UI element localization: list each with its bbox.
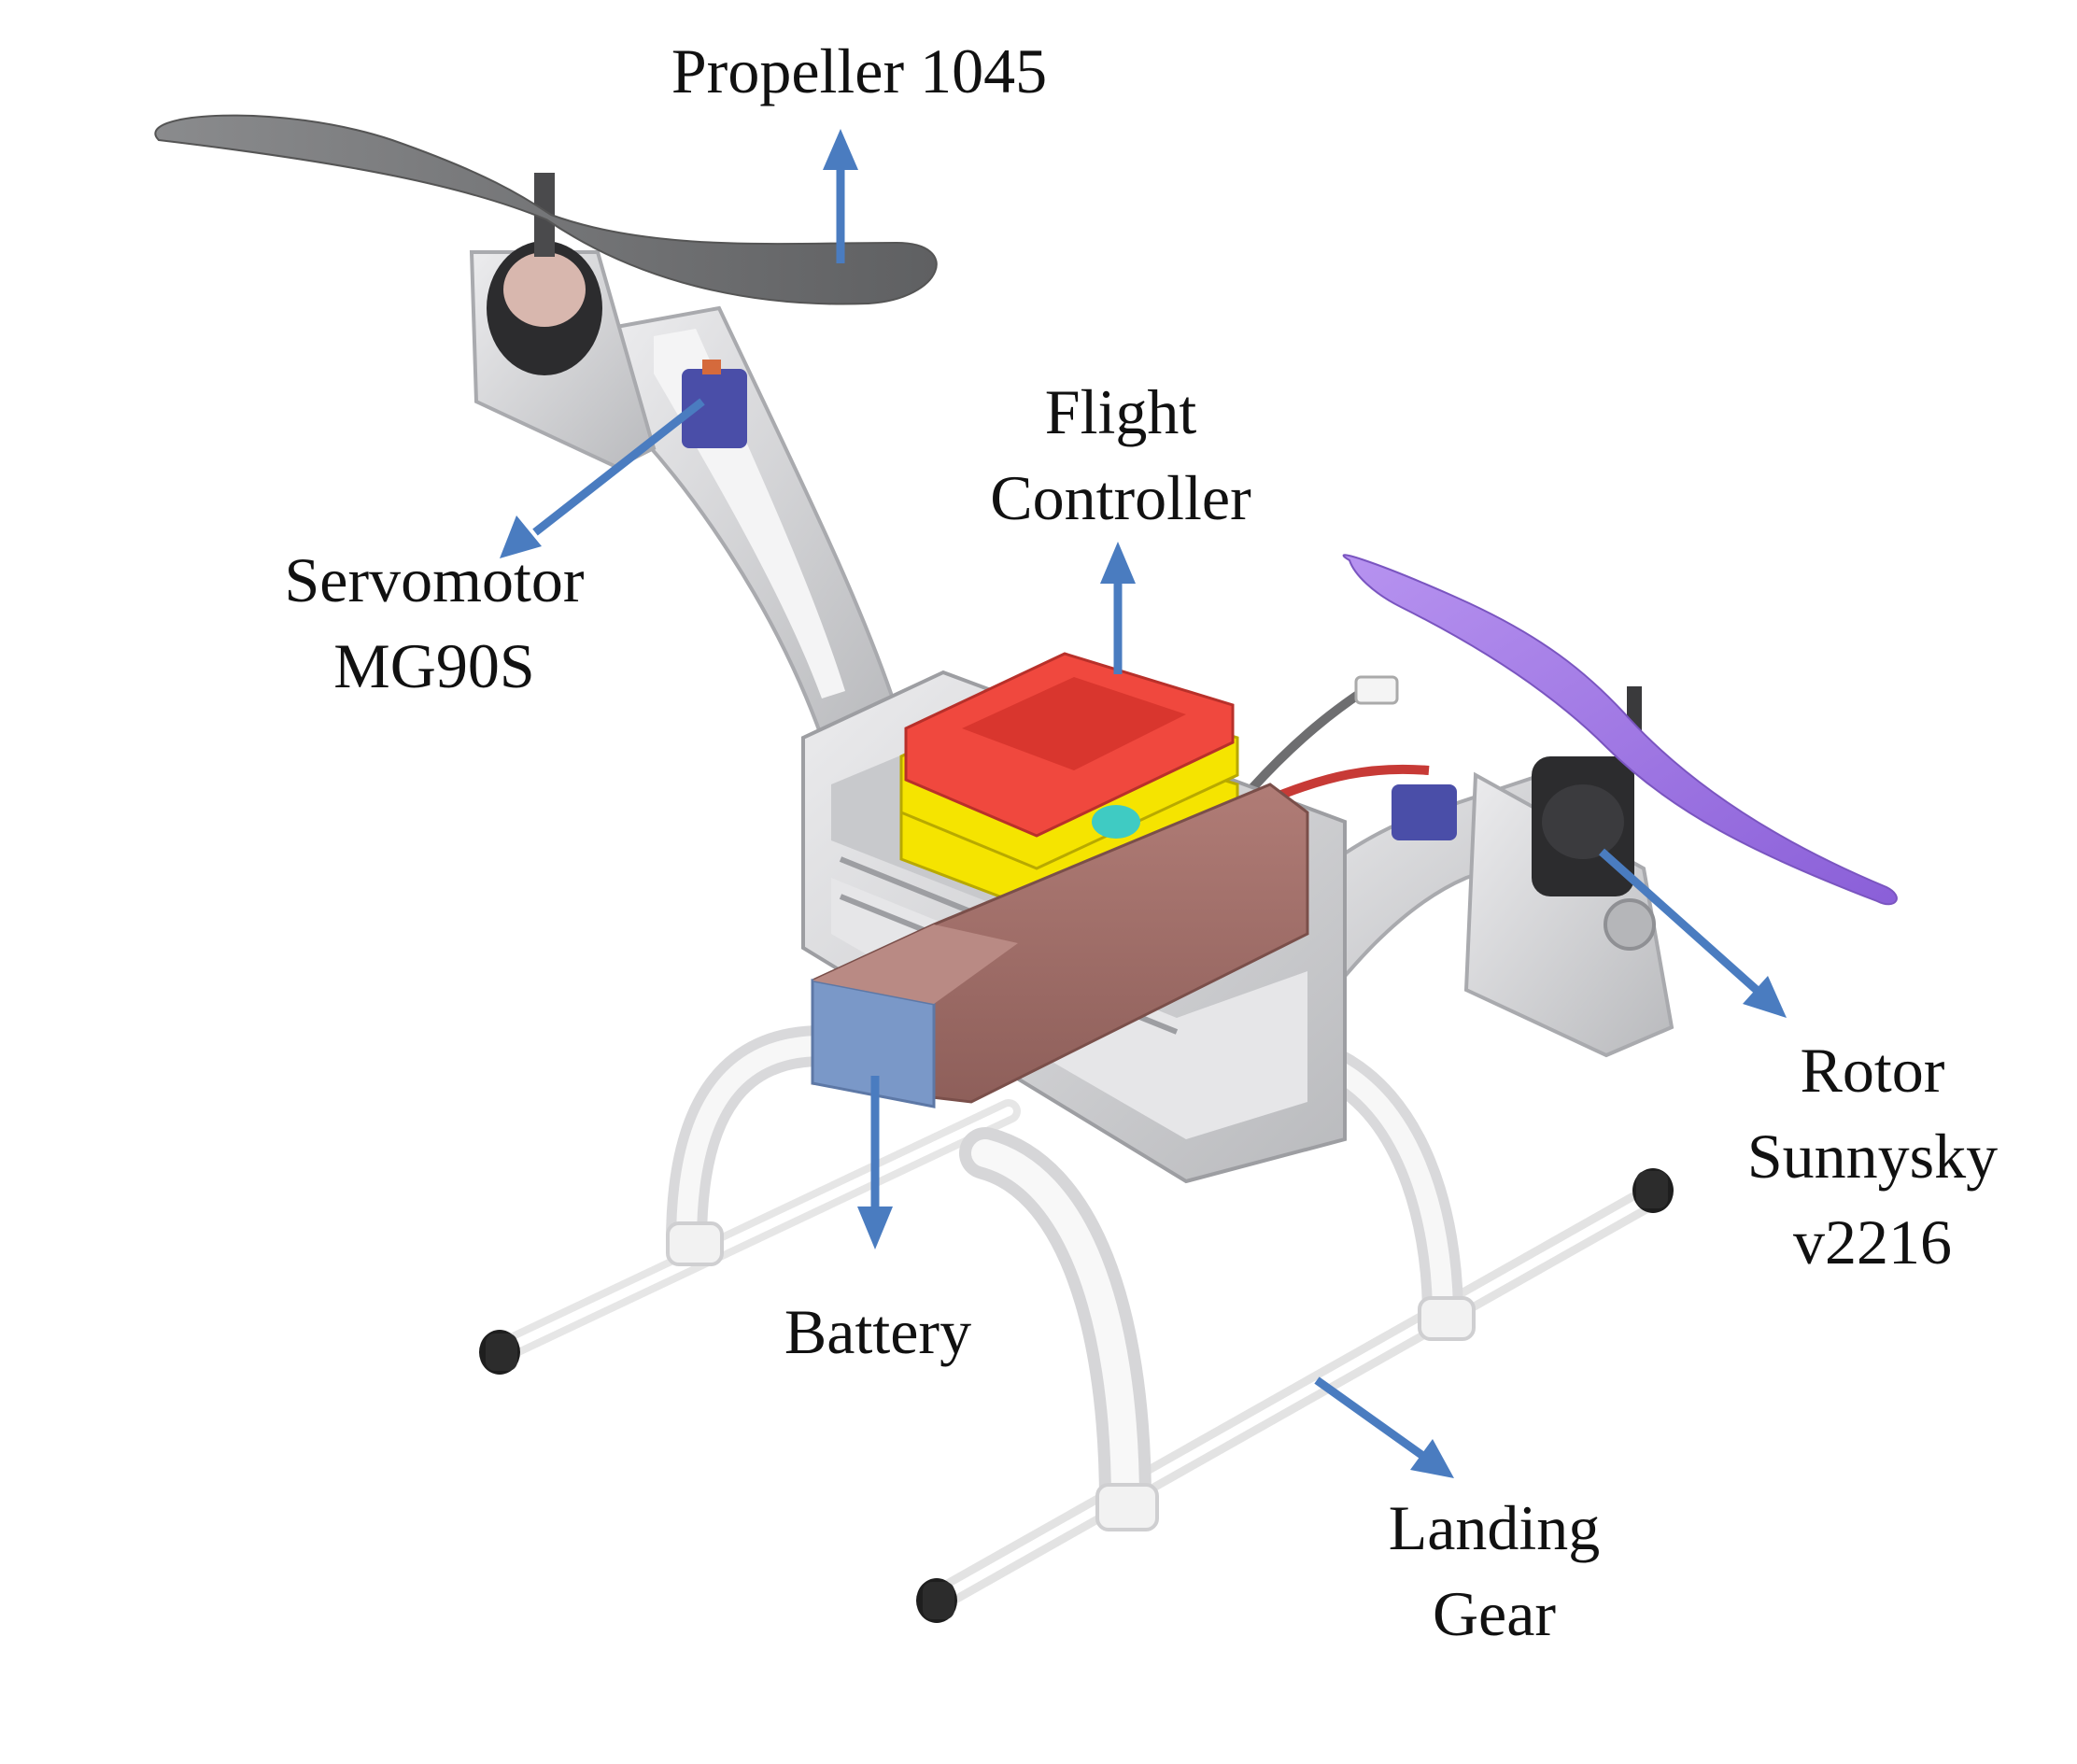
- foot-cap: [479, 1330, 520, 1375]
- arrow-propeller: [823, 129, 858, 263]
- arrow-landing-gear: [1314, 1376, 1454, 1478]
- label-rotor: Rotor Sunnysky v2216: [1723, 1027, 2022, 1285]
- label-servomotor-line-1: Servomotor: [284, 544, 585, 615]
- label-flight-controller-line-2: Controller: [990, 462, 1251, 533]
- label-battery-line: Battery: [784, 1296, 972, 1367]
- label-servomotor: Servomotor MG90S: [238, 537, 630, 709]
- foot-cap: [1632, 1168, 1674, 1213]
- label-propeller: Propeller 1045: [598, 28, 1121, 114]
- callout-arrows: [500, 129, 1787, 1478]
- arrow-flight-controller: [1100, 542, 1136, 674]
- label-rotor-line-3: v2216: [1793, 1207, 1952, 1277]
- label-flight-controller-line-1: Flight: [1044, 376, 1197, 447]
- foot-cap: [916, 1578, 957, 1623]
- label-landing-gear-line-2: Gear: [1432, 1578, 1557, 1649]
- arrow-servomotor: [500, 398, 705, 558]
- label-rotor-line-1: Rotor: [1800, 1035, 1945, 1106]
- label-battery: Battery: [738, 1289, 1018, 1375]
- label-rotor-line-2: Sunnysky: [1746, 1121, 1999, 1192]
- arrow-battery: [857, 1076, 893, 1249]
- flight-controller: [899, 652, 1239, 912]
- battery: [811, 783, 1309, 1108]
- label-flight-controller: Flight Controller: [953, 369, 1289, 541]
- label-landing-gear-line-1: Landing: [1388, 1492, 1601, 1563]
- label-propeller-line: Propeller 1045: [671, 35, 1048, 106]
- label-servomotor-line-2: MG90S: [333, 630, 535, 701]
- label-landing-gear: Landing Gear: [1345, 1485, 1644, 1657]
- arrow-rotor: [1599, 848, 1787, 1018]
- landing-gear: [479, 1025, 1674, 1623]
